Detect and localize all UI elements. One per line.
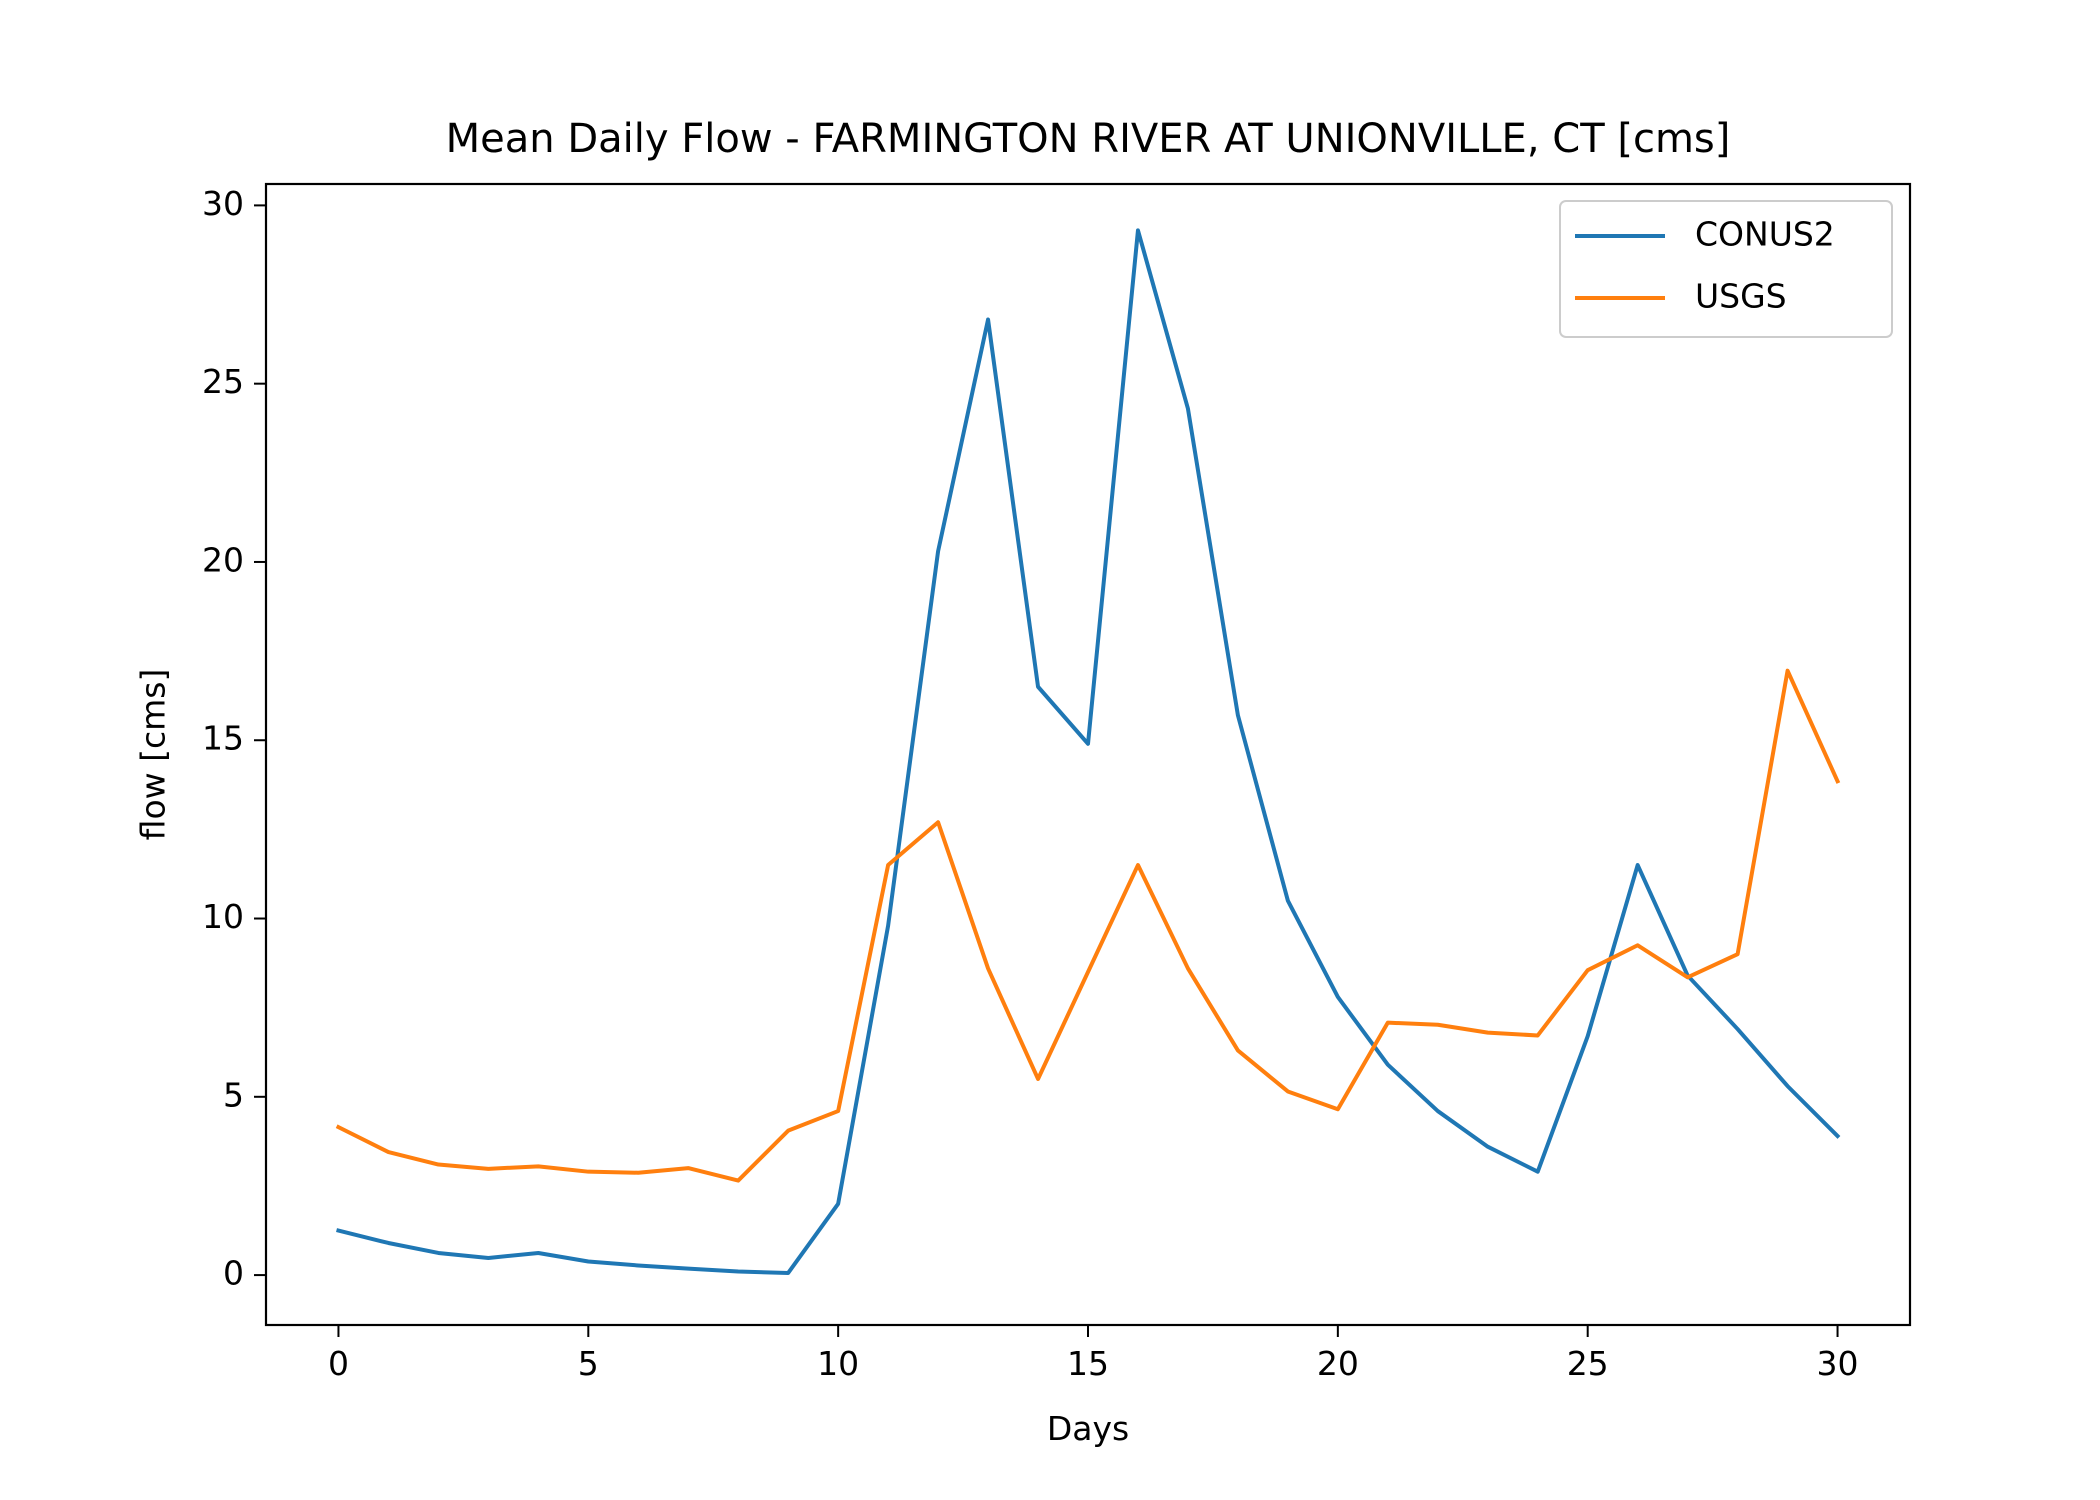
y-tick-label: 30 bbox=[202, 184, 244, 223]
series-layer bbox=[335, 228, 1841, 1275]
x-axis-title: Days bbox=[1047, 1409, 1129, 1448]
x-tick-label: 15 bbox=[1067, 1344, 1109, 1383]
x-tick-label: 5 bbox=[578, 1344, 599, 1383]
chart-title: Mean Daily Flow - FARMINGTON RIVER AT UN… bbox=[446, 116, 1731, 162]
legend-label-usgs: USGS bbox=[1695, 277, 1787, 316]
legend: CONUS2 USGS bbox=[1559, 200, 1893, 338]
x-axis: 0 5 10 15 20 25 30 bbox=[328, 1325, 1859, 1383]
y-tick-label: 15 bbox=[202, 719, 244, 758]
legend-label-conus2: CONUS2 bbox=[1695, 215, 1835, 254]
y-tick-label: 0 bbox=[223, 1254, 244, 1293]
y-tick-label: 10 bbox=[202, 897, 244, 936]
x-tick-label: 25 bbox=[1567, 1344, 1609, 1383]
x-tick-label: 30 bbox=[1817, 1344, 1859, 1383]
y-tick-label: 25 bbox=[202, 362, 244, 401]
y-tick-label: 5 bbox=[223, 1075, 244, 1114]
x-tick-label: 20 bbox=[1317, 1344, 1359, 1383]
y-tick-label: 20 bbox=[202, 540, 244, 579]
x-tick-label: 0 bbox=[328, 1344, 349, 1383]
y-axis-title: flow [cms] bbox=[134, 669, 173, 841]
y-axis: 0 5 10 15 20 25 30 bbox=[202, 184, 266, 1293]
x-tick-label: 10 bbox=[817, 1344, 859, 1383]
